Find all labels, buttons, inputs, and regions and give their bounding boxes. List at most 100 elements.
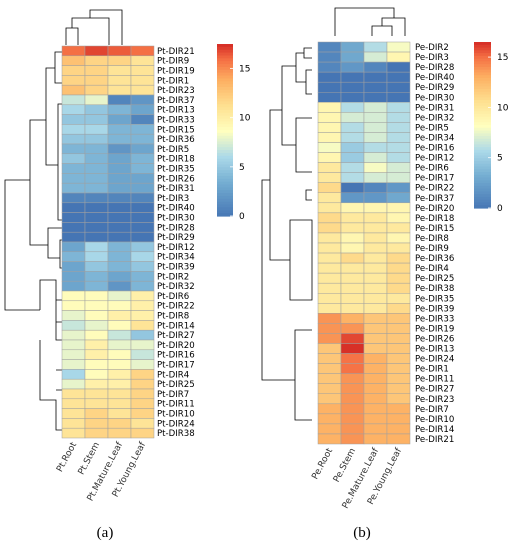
- heatmap-cell: [317, 363, 342, 374]
- heatmap-cell: [363, 71, 388, 83]
- heatmap-cell: [61, 231, 86, 243]
- colorbar-segment: [474, 177, 491, 181]
- heatmap-cell: [386, 92, 411, 103]
- heatmap-cell: [340, 92, 365, 103]
- heatmap-cell: [363, 202, 388, 214]
- heatmap-cell: [363, 112, 388, 123]
- row-label: Pt-DIR14: [157, 321, 195, 331]
- row-label: Pe-DIR9: [415, 244, 449, 254]
- row-label: Pt-DIR5: [157, 145, 189, 155]
- heatmap-cell: [84, 251, 109, 262]
- colorbar-segment: [474, 122, 491, 126]
- heatmap-cell: [386, 313, 411, 324]
- row-label: Pt-DIR39: [157, 263, 195, 273]
- heatmap-cell: [130, 241, 155, 253]
- heatmap-cell: [317, 51, 342, 63]
- row-label: Pt-DIR11: [157, 400, 195, 410]
- heatmap-cell: [61, 143, 86, 155]
- heatmap-cell: [340, 212, 365, 224]
- row-label: Pt-DIR37: [157, 96, 195, 106]
- heatmap-cell: [317, 413, 342, 425]
- colorbar-segment: [217, 61, 233, 65]
- heatmap-cell: [84, 231, 109, 243]
- heatmap-cell: [363, 353, 388, 364]
- heatmap-cell: [340, 142, 365, 153]
- heatmap-cell: [61, 202, 86, 213]
- heatmap-cell: [84, 124, 109, 135]
- colorbar-segment: [474, 160, 491, 165]
- colorbar-segment: [217, 69, 233, 74]
- heatmap-cell: [317, 202, 342, 214]
- heatmap-cell: [317, 252, 342, 264]
- colorbar-a: 0 5 10 15: [217, 44, 251, 222]
- heatmap-cell: [363, 423, 388, 435]
- row-label: Pe-DIR16: [415, 144, 454, 154]
- heatmap-cell: [130, 359, 155, 370]
- heatmap-cell: [386, 293, 411, 304]
- heatmap-cell: [107, 182, 132, 194]
- row-label: Pt-DIR31: [157, 184, 195, 194]
- heatmap-cell: [61, 192, 86, 204]
- heatmap-cell: [61, 310, 86, 321]
- row-label: Pt-DIR40: [157, 204, 195, 214]
- colorbar-segment: [474, 113, 491, 118]
- heatmap-cell: [130, 143, 155, 155]
- heatmap-cell: [107, 104, 132, 115]
- heatmap-cell: [386, 192, 411, 204]
- row-label: Pe-DIR1: [415, 365, 449, 375]
- heatmap-cell: [130, 339, 155, 351]
- colorbar-segment: [474, 141, 491, 145]
- heatmap-cell: [84, 359, 109, 370]
- row-label: Pe-DIR11: [415, 375, 454, 385]
- colorbar-segment: [474, 100, 491, 104]
- colorbar-segment: [217, 49, 233, 54]
- colorbar-segment: [474, 64, 491, 68]
- heatmap-cell: [363, 333, 388, 344]
- heatmap-cell: [84, 310, 109, 321]
- colorbar-b: 0 5 10 15: [474, 42, 509, 214]
- colorbar-segment: [474, 61, 491, 65]
- colorbar-segment: [217, 89, 233, 94]
- heatmap-cell: [386, 71, 411, 83]
- heatmap-cell: [317, 293, 342, 304]
- heatmap-cell: [340, 313, 365, 324]
- heatmap-cell: [107, 84, 132, 96]
- heatmap-cell: [317, 353, 342, 364]
- heatmap-cell: [130, 173, 155, 184]
- heatmap-cell: [107, 241, 132, 253]
- heatmap-cell: [130, 408, 155, 419]
- heatmap-cell: [107, 222, 132, 233]
- heatmap-cell: [84, 55, 109, 66]
- heatmap-cell: [340, 262, 365, 274]
- heatmap-cell: [317, 403, 342, 415]
- heatmap-cell: [84, 398, 109, 409]
- heatmap-cell: [340, 162, 365, 173]
- heatmap-cell: [130, 290, 155, 302]
- colorbar-tick-label: 0: [239, 212, 245, 222]
- heatmap-cell: [107, 75, 132, 86]
- colorbar-segment: [474, 58, 491, 62]
- row-label: Pt-DIR8: [157, 312, 189, 322]
- heatmap-cell: [340, 403, 365, 415]
- colorbar-tick-label: 15: [239, 65, 250, 75]
- colorbar-segment: [474, 97, 491, 101]
- row-label: Pe-DIR30: [415, 93, 454, 103]
- heatmap-cell: [363, 152, 388, 163]
- heatmap-cell: [84, 329, 109, 341]
- heatmap-cell: [317, 343, 342, 354]
- heatmap-cell: [363, 242, 388, 254]
- heatmap-cell: [386, 132, 411, 143]
- colorbar-segment: [474, 102, 491, 107]
- row-label: Pe-DIR33: [415, 314, 454, 324]
- colorbar-segment: [474, 172, 491, 176]
- colorbar-segment: [474, 50, 491, 54]
- heatmap-cell: [386, 182, 411, 193]
- colorbar-segment: [217, 127, 233, 131]
- heatmap-cell: [340, 423, 365, 435]
- heatmap-cell: [130, 349, 155, 360]
- heatmap-cell: [386, 222, 411, 234]
- heatmap-cell: [61, 222, 86, 233]
- colorbar-segment: [217, 124, 233, 128]
- row-label: Pt-DIR30: [157, 214, 195, 224]
- heatmap-cell: [130, 84, 155, 96]
